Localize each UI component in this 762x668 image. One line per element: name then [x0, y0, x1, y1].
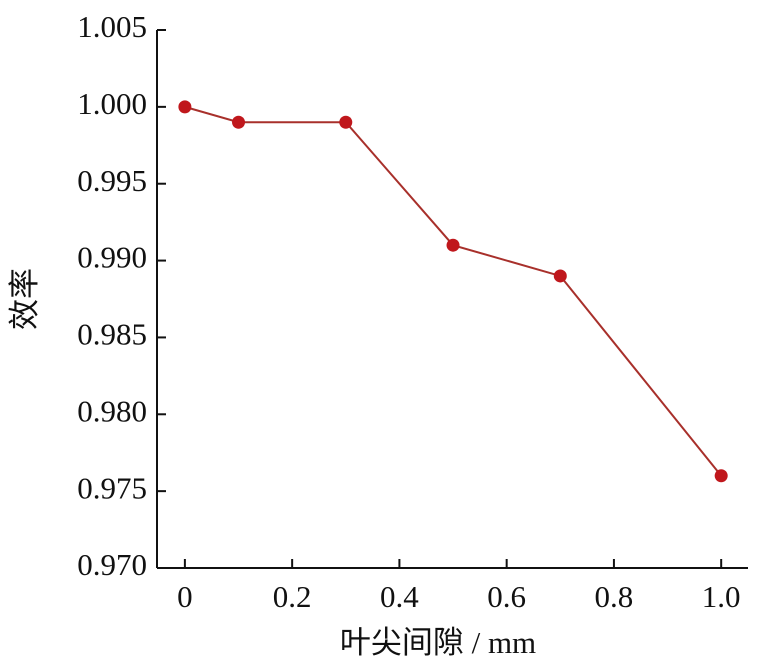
y-tick-label: 0.985: [77, 317, 147, 352]
series-line: [184, 105, 722, 477]
x-tick-label: 0.8: [595, 579, 634, 614]
x-axis-label: 叶尖间隙 / mm: [340, 625, 536, 660]
data-point: [553, 269, 567, 283]
data-point: [446, 238, 460, 252]
y-tick-label: 1.005: [77, 9, 147, 44]
x-tick-label: 0.6: [487, 579, 526, 614]
y-axis-label: 效率: [7, 268, 42, 330]
y-tick-label: 0.980: [77, 393, 147, 428]
x-tick-label: 1.0: [702, 579, 741, 614]
y-tick-label: 0.975: [77, 470, 147, 505]
x-tick-label: 0.4: [380, 579, 419, 614]
data-point: [339, 115, 353, 129]
x-tick-label: 0: [177, 579, 193, 614]
y-tick-label: 0.970: [77, 547, 147, 582]
y-tick-label: 0.995: [77, 163, 147, 198]
data-point: [232, 115, 246, 129]
y-tick-label: 1.000: [77, 86, 147, 121]
y-tick-label: 0.990: [77, 240, 147, 275]
x-tick-label: 0.2: [273, 579, 312, 614]
data-point: [178, 100, 192, 114]
data-point: [714, 469, 728, 483]
